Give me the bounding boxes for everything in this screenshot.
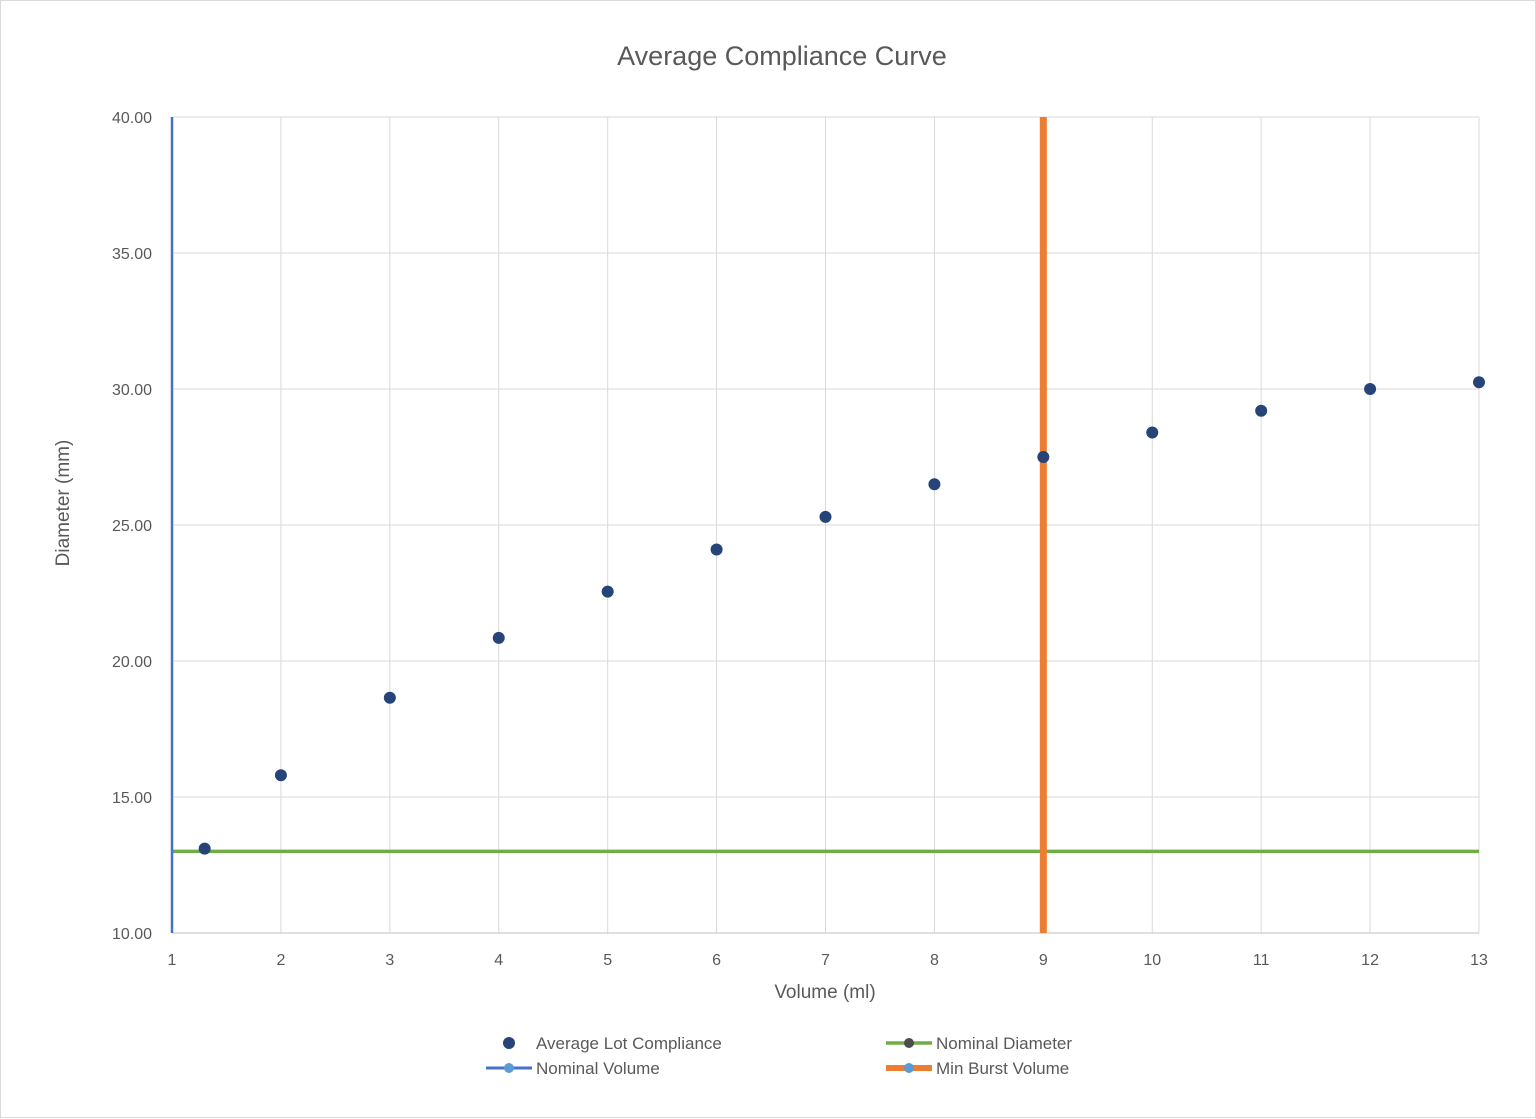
data-point <box>1364 383 1377 395</box>
data-point <box>198 842 211 855</box>
x-tick-label: 13 <box>1470 952 1488 969</box>
y-axis-label: Diameter (mm) <box>53 440 74 567</box>
y-tick-label: 20.00 <box>112 654 152 671</box>
data-point <box>1473 376 1485 389</box>
average-lot-compliance-legend-marker <box>503 1037 515 1049</box>
data-point <box>1255 404 1268 417</box>
gridlines <box>171 116 1480 934</box>
data-point <box>1037 451 1050 463</box>
data-point <box>819 510 832 523</box>
x-tick-label: 8 <box>930 952 939 969</box>
x-tick-label: 2 <box>276 952 285 969</box>
data-point <box>928 478 941 491</box>
min-burst-volume-legend-marker <box>904 1063 914 1073</box>
x-axis-label: Volume (ml) <box>774 982 875 1003</box>
x-tick-label: 6 <box>712 952 721 969</box>
reference-lines <box>170 117 1479 933</box>
x-tick-label: 12 <box>1361 952 1379 969</box>
legend: Average Lot Compliance Nominal Diameter No… <box>486 1034 1072 1078</box>
data-point <box>492 631 505 644</box>
min-burst-volume-legend-label: Min Burst Volume <box>936 1059 1069 1078</box>
data-point <box>601 585 614 598</box>
data-point <box>274 769 287 782</box>
nominal-volume-legend-marker <box>504 1063 514 1073</box>
y-tick-label: 25.00 <box>112 518 152 535</box>
nominal-diameter-legend-label: Nominal Diameter <box>936 1034 1072 1053</box>
average-lot-compliance-legend-label: Average Lot Compliance <box>536 1034 722 1053</box>
data-point <box>710 543 723 556</box>
y-tick-label: 30.00 <box>112 382 152 399</box>
data-points <box>198 376 1485 855</box>
y-axis-ticks: 10.00 15.00 20.00 25.00 30.00 35.00 40.00 <box>112 110 152 943</box>
x-tick-label: 9 <box>1039 952 1048 969</box>
x-tick-label: 3 <box>385 952 394 969</box>
x-tick-label: 4 <box>494 952 503 969</box>
nominal-diameter-legend-marker <box>904 1038 914 1048</box>
y-tick-label: 40.00 <box>112 110 152 127</box>
y-tick-label: 35.00 <box>112 246 152 263</box>
y-tick-label: 10.00 <box>112 926 152 943</box>
x-tick-label: 5 <box>603 952 612 969</box>
x-tick-label: 1 <box>168 952 177 969</box>
nominal-volume-legend-label: Nominal Volume <box>536 1059 660 1078</box>
x-tick-label: 11 <box>1253 952 1270 969</box>
chart-title: Average Compliance Curve <box>617 41 947 71</box>
x-axis-ticks: 1 2 3 4 5 6 7 8 9 10 11 12 13 <box>168 952 1488 969</box>
x-tick-label: 10 <box>1143 952 1161 969</box>
data-point <box>383 691 396 704</box>
y-tick-label: 15.00 <box>112 790 152 807</box>
data-point <box>1146 426 1159 439</box>
x-tick-label: 7 <box>821 952 830 969</box>
